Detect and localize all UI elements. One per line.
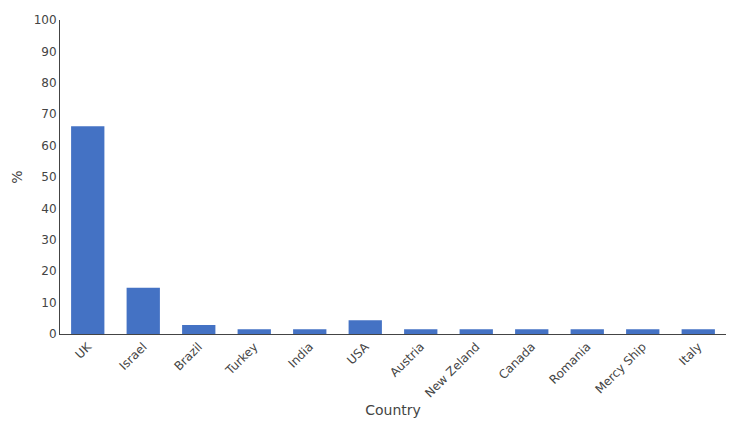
svg-text:Austria: Austria — [387, 340, 427, 380]
svg-text:UK: UK — [72, 339, 94, 361]
svg-text:50: 50 — [41, 170, 56, 184]
svg-text:100: 100 — [34, 13, 57, 27]
svg-text:%: % — [9, 170, 25, 183]
svg-text:0: 0 — [49, 327, 57, 341]
svg-text:Canada: Canada — [496, 340, 538, 382]
svg-text:Mercy Ship: Mercy Ship — [592, 340, 649, 397]
svg-text:Country: Country — [365, 402, 421, 418]
svg-text:10: 10 — [41, 296, 56, 310]
svg-text:70: 70 — [41, 107, 56, 121]
svg-text:20: 20 — [41, 264, 56, 278]
svg-text:Turkey: Turkey — [222, 340, 260, 378]
svg-text:60: 60 — [41, 139, 56, 153]
svg-text:40: 40 — [41, 202, 56, 216]
svg-text:New Zeland: New Zeland — [422, 340, 482, 400]
svg-text:Brazil: Brazil — [172, 340, 206, 374]
svg-text:80: 80 — [41, 76, 56, 90]
svg-text:India: India — [285, 340, 316, 371]
svg-text:Romania: Romania — [547, 340, 594, 387]
svg-text:USA: USA — [344, 339, 372, 367]
svg-text:30: 30 — [41, 233, 56, 247]
svg-text:Italy: Italy — [676, 340, 704, 368]
svg-text:90: 90 — [41, 45, 56, 59]
svg-text:Israel: Israel — [117, 340, 150, 373]
